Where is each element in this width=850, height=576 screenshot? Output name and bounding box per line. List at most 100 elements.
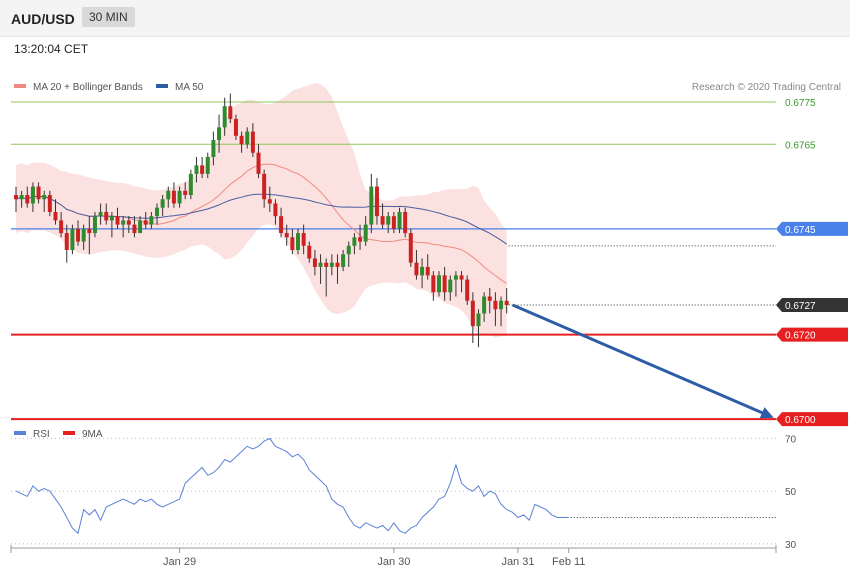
candle-body: [470, 300, 475, 327]
candle-body: [19, 195, 24, 200]
projection-arrow-head: [759, 407, 774, 419]
candle-body: [92, 216, 97, 234]
candle-body: [380, 216, 385, 225]
price-tag-0.6745: [776, 221, 848, 236]
candle-body: [228, 106, 233, 119]
candle-body: [36, 186, 41, 200]
candle-body: [87, 228, 92, 234]
candle-body: [64, 233, 69, 250]
price-tag-label-0.6720: 0.6720: [785, 331, 816, 342]
candle-body: [296, 233, 300, 250]
rsi-ma-legend-swatch: [63, 431, 75, 435]
candle-body: [324, 262, 329, 267]
rsi-tick-70: 70: [785, 434, 797, 445]
candle-body: [104, 211, 109, 221]
candle-body: [279, 216, 284, 234]
candle-body: [284, 233, 289, 238]
x-tick-label: Jan 29: [163, 556, 196, 568]
level-label-0.6765: 0.6765: [785, 140, 816, 151]
candle-body: [408, 233, 413, 263]
candle-body: [132, 224, 137, 234]
rsi-legend-label: RSI: [33, 429, 50, 440]
candle-body: [188, 173, 193, 196]
candle-body: [81, 228, 86, 242]
projection-layer: [512, 303, 774, 419]
candle-body: [109, 216, 114, 221]
rsi-line: [15, 437, 569, 535]
candle-body: [53, 211, 58, 221]
ma50-line: [15, 193, 507, 245]
ma-bb-legend-swatch: [14, 84, 26, 88]
credit-label: Research © 2020 Trading Central: [692, 82, 841, 93]
candle-body: [352, 237, 357, 246]
candle-body: [386, 216, 391, 225]
candle-body: [177, 190, 182, 204]
candle-body: [166, 190, 171, 200]
candle-body: [442, 275, 447, 293]
candle-body: [459, 275, 464, 280]
candle-body: [30, 186, 35, 204]
candle-body: [448, 279, 453, 293]
candle-body: [358, 237, 363, 242]
candle-body: [403, 211, 408, 234]
candle-body: [47, 195, 52, 212]
candle-body: [363, 224, 368, 242]
candle-body: [307, 245, 312, 259]
candle-body: [138, 220, 143, 234]
candle-body: [499, 300, 504, 310]
candle-body: [329, 262, 334, 267]
candle-body: [425, 266, 430, 276]
rsi-tick-30: 30: [785, 540, 797, 551]
candle-body: [318, 262, 323, 267]
candle-body: [335, 262, 340, 267]
candle-body: [341, 254, 346, 267]
candle-body: [290, 237, 295, 250]
rsi-tick-50: 50: [785, 487, 797, 498]
candle-body: [391, 216, 396, 229]
candle-body: [155, 207, 159, 217]
bollinger-band-layer: [16, 83, 507, 338]
price-tag-label-0.6700: 0.6700: [785, 415, 816, 426]
symbol-title: AUD/USD: [11, 11, 75, 27]
candle-body: [14, 195, 18, 200]
price-tag-label-0.6745: 0.6745: [785, 225, 816, 236]
candle-body: [76, 228, 81, 242]
candle-body: [487, 296, 492, 301]
ma-bb-legend-label: MA 20 + Bollinger Bands: [33, 82, 143, 93]
candle-body: [453, 275, 458, 280]
candle-body: [171, 190, 176, 204]
price-tag-label-0.6727: 0.6727: [785, 301, 816, 312]
candle-body: [374, 186, 379, 217]
candle-body: [149, 216, 154, 225]
rsi-legend-swatch: [14, 431, 26, 435]
candle-body: [312, 258, 317, 267]
candle-body: [504, 300, 509, 305]
candle-body: [239, 135, 244, 145]
candle-body: [397, 211, 402, 229]
candle-body: [420, 266, 425, 276]
timeframe-button[interactable]: 30 MIN: [82, 7, 135, 27]
candle-body: [160, 199, 165, 208]
candle-body: [233, 118, 238, 136]
candle-body: [205, 156, 210, 174]
moving-average-layer: [15, 163, 507, 285]
candle-body: [465, 279, 470, 301]
candle-body: [250, 131, 255, 153]
candle-body: [59, 220, 64, 234]
candle-body: [476, 313, 481, 327]
candle-body: [482, 296, 487, 314]
candle-body: [369, 186, 374, 225]
candle-body: [222, 106, 227, 128]
x-tick-label: Jan 30: [377, 556, 410, 568]
top-bar: AUD/USD 30 MIN: [0, 0, 850, 37]
candle-body: [431, 275, 436, 293]
candle-body: [115, 216, 120, 225]
ma50-legend-swatch: [156, 84, 168, 88]
candle-body: [217, 127, 222, 141]
x-tick-label: Jan 31: [501, 556, 534, 568]
price-tag-0.6727: [776, 297, 848, 312]
candle-body: [273, 203, 278, 217]
candle-body: [414, 262, 419, 276]
candle-body: [143, 220, 148, 225]
